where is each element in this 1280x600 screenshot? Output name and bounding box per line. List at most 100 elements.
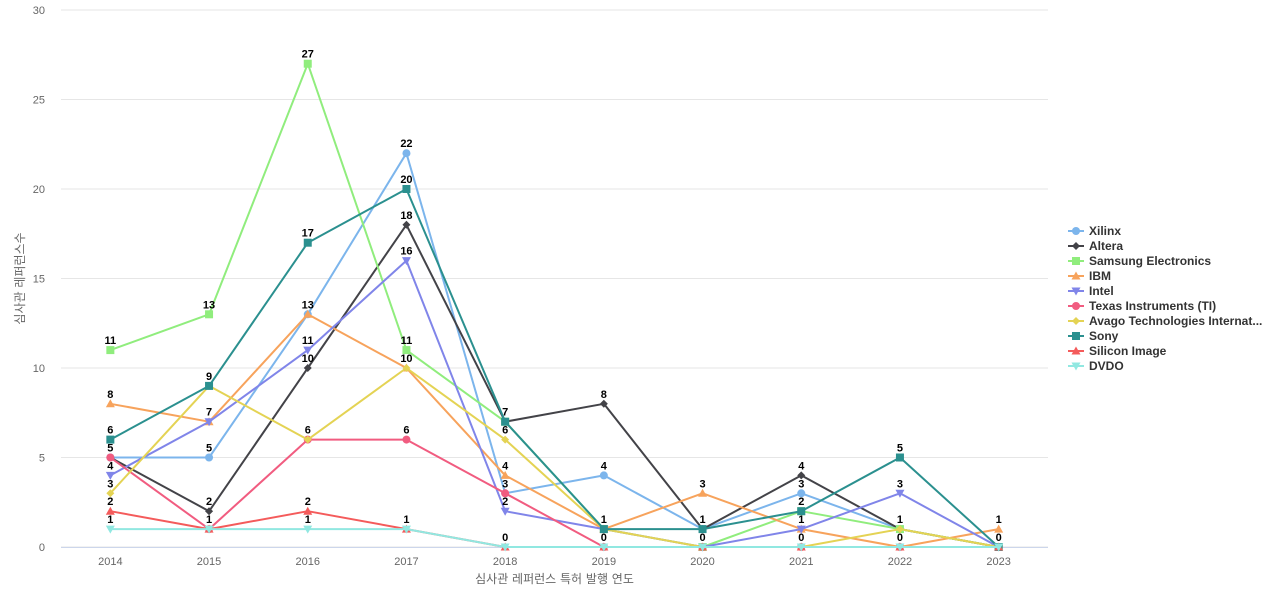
data-label: 2 [305,496,311,508]
data-label: 6 [403,425,409,437]
data-point [895,543,905,552]
data-label: 10 [400,353,412,365]
data-label: 5 [206,443,212,455]
data-point [994,524,1004,533]
x-axis-ticks: 2014 2015 2016 2017 2018 2019 2020 2021 2022 2023 [98,556,1011,568]
data-label: 9 [206,371,212,383]
data-label: 7 [502,407,508,419]
data-point [796,525,806,534]
data-label: 3 [502,478,508,490]
data-label: 1 [107,514,113,526]
legend-label: Avago Technologies Internat... [1089,314,1262,328]
legend-marker [1071,271,1081,280]
data-point [501,435,510,444]
data-point [402,435,411,444]
data-label: 2 [798,496,804,508]
legend-item: Xilinx [1068,224,1121,238]
data-point [303,346,313,355]
data-label: 22 [400,138,412,150]
legend-label: Silicon Image [1089,344,1167,358]
y-tick-label: 15 [33,274,45,286]
legend-item: Intel [1068,284,1114,298]
data-point [204,418,214,427]
x-tick-label: 2021 [789,556,813,568]
data-label: 0 [502,532,508,544]
data-label: 6 [305,425,311,437]
x-tick-label: 2019 [592,556,616,568]
data-point [105,399,115,408]
data-point [205,310,214,319]
series-line-ibm [110,313,999,548]
data-label: 5 [897,443,903,455]
series-line-dvdo [110,528,999,548]
data-point [106,489,115,498]
x-tick-label: 2017 [394,556,418,568]
data-point [402,220,411,229]
data-point [106,346,115,355]
legend-marker [1072,242,1080,250]
x-tick-label: 2020 [690,556,714,568]
legend-marker [1072,302,1080,310]
data-point [500,470,510,479]
grid [61,9,1048,548]
x-tick-label: 2023 [986,556,1010,568]
series-line-sony [109,188,1000,548]
legend-item: Silicon Image [1068,344,1167,358]
data-label: 17 [302,228,314,240]
legend-item: Altera [1068,239,1123,253]
x-tick-label: 2018 [493,556,517,568]
data-point [303,59,312,68]
data-label: 4 [601,460,608,472]
x-tick-label: 2016 [296,556,320,568]
data-labels: 1186543211397521271713111062122201816111… [105,49,1002,544]
x-axis-title: 심사관 레퍼런스 특허 발행 연도 [475,571,634,586]
data-point [797,489,806,498]
data-label: 11 [105,335,117,347]
data-point [599,525,608,534]
data-point [895,453,904,462]
legend-marker [1071,362,1081,371]
y-tick-label: 5 [39,453,45,465]
legend-label: IBM [1089,269,1111,283]
y-tick-label: 10 [33,363,45,375]
legend-item: Avago Technologies Internat... [1068,314,1262,328]
data-point [401,525,411,534]
data-label: 11 [401,335,413,347]
data-point [205,507,214,516]
data-label: 1 [403,514,409,526]
data-point [204,525,214,534]
y-tick-label: 20 [33,184,45,196]
data-label: 11 [302,335,314,347]
data-label: 0 [996,532,1002,544]
data-point [303,364,312,372]
data-label: 13 [203,299,215,311]
data-label: 6 [107,425,113,437]
data-label: 1 [798,514,804,526]
data-point [105,525,115,534]
series-ibm [105,309,1004,551]
data-point [105,506,115,515]
data-point [402,346,411,355]
data-label: 1 [897,514,903,526]
x-tick-label: 2022 [888,556,912,568]
data-label: 20 [400,174,412,186]
data-point [994,543,1004,552]
legend-label: Intel [1089,284,1114,298]
data-label: 7 [206,407,212,419]
data-point [599,399,608,408]
data-point [895,489,905,498]
data-point [599,543,609,552]
data-point [500,543,510,552]
legend-marker [1071,346,1081,355]
data-label: 1 [305,514,311,526]
data-label: 3 [107,478,113,490]
series-texas-instruments-ti [106,435,1003,551]
series-line-texas-instruments-ti [109,438,999,548]
legend-marker [1072,227,1080,235]
series-line-xilinx [110,152,999,548]
series-line-altera [109,223,999,548]
legend-label: Sony [1089,329,1119,343]
data-point [501,489,510,498]
